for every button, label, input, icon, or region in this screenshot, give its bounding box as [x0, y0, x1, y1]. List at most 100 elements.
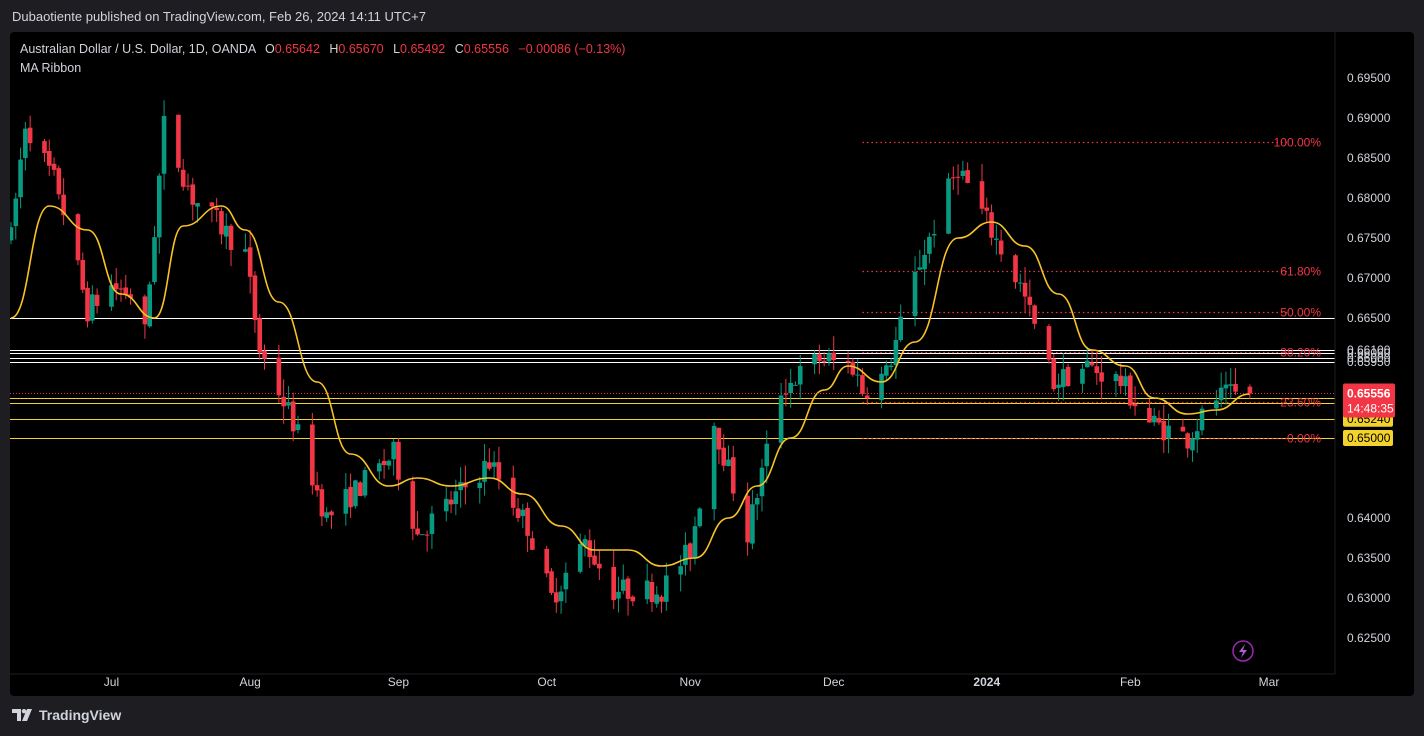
candle-body [391, 441, 396, 460]
price-chart[interactable]: 100.00% 61.80% 50.00% 38.20% 23.60% 0.00% 0.6… [10, 32, 1414, 696]
time-tick-label: Sep [388, 675, 410, 689]
price-tick-label: 0.63500 [1347, 551, 1391, 565]
candle-body [1151, 415, 1157, 423]
candle-body [984, 207, 990, 211]
candle-body [195, 203, 200, 207]
candle-body [826, 353, 832, 362]
candle-body [549, 571, 554, 593]
candle-body [46, 150, 52, 166]
candle-body [180, 169, 186, 187]
candle-body [491, 462, 497, 467]
candle-body [281, 396, 286, 407]
candle-body [362, 470, 368, 496]
candle-body [228, 225, 234, 250]
candle-body [161, 116, 167, 174]
candle-body [257, 318, 263, 353]
candle-body [90, 294, 95, 321]
chart-frame[interactable]: 100.00% 61.80% 50.00% 38.20% 23.60% 0.00% 0.6… [10, 32, 1414, 696]
candle-body [51, 163, 57, 170]
open-value: 0.65642 [274, 42, 320, 56]
candle-body [994, 238, 999, 240]
candle-body [850, 361, 856, 375]
candle-body [864, 395, 870, 399]
candle-body [10, 227, 14, 241]
candle-body [1127, 375, 1133, 406]
candle-body [286, 402, 291, 406]
price-tick-label: 0.69000 [1347, 111, 1391, 125]
time-tick-label: Aug [239, 675, 260, 689]
candle-body [1089, 362, 1095, 366]
candle-body [128, 294, 133, 298]
candle-body [1247, 386, 1253, 394]
ma-ribbon [10, 205, 1250, 567]
candle-body [888, 365, 894, 368]
candle-body [429, 513, 435, 534]
candle-body [664, 575, 669, 602]
candle-body [544, 548, 550, 574]
candle-body [1123, 376, 1128, 387]
candle-body [592, 555, 597, 565]
high-value: 0.65670 [338, 42, 384, 56]
candle-body [223, 225, 229, 237]
candle-body [314, 485, 320, 491]
candle-body [525, 507, 530, 536]
fib-level-label: 23.60% [1280, 396, 1321, 410]
tradingview-logo-text: TradingView [39, 707, 122, 723]
candle-body [348, 486, 353, 508]
candle-body [458, 482, 463, 491]
candle-body [716, 427, 722, 450]
candle-body [1161, 420, 1167, 441]
candle-body [625, 578, 631, 599]
candle-body [209, 202, 215, 207]
price-tick-label: 0.67000 [1347, 271, 1391, 285]
indicator-row: MA Ribbon [20, 59, 625, 78]
indicator-name[interactable]: MA Ribbon [20, 61, 82, 75]
tradingview-brand[interactable]: TradingView [12, 707, 121, 723]
close-value: 0.65556 [463, 42, 509, 56]
candle-body [955, 176, 961, 178]
candle-body [515, 508, 521, 518]
candle-body [946, 178, 951, 234]
level-axis-label: 0.65950 [1347, 355, 1391, 369]
candle-body [1027, 296, 1033, 305]
candle-body [998, 240, 1004, 255]
candle-body [530, 538, 535, 550]
chart-legend: Australian Dollar / U.S. Dollar, 1D, OAN… [20, 40, 625, 78]
candle-body [247, 247, 253, 277]
candle-body [1056, 384, 1061, 388]
candle-body [1223, 384, 1229, 389]
candle-body [1065, 366, 1071, 387]
candle-body [420, 534, 425, 536]
low-value: 0.65492 [400, 42, 446, 56]
current-price-label: 0.65556 [1347, 387, 1391, 401]
candle-body [1156, 417, 1162, 423]
candle-body [812, 353, 817, 365]
candle-body [262, 350, 267, 359]
candle-body [496, 462, 502, 480]
candle-body [927, 236, 932, 254]
symbol-title[interactable]: Australian Dollar / U.S. Dollar, 1D, OAN… [20, 42, 256, 56]
candle-body [319, 489, 325, 517]
candle-body [18, 159, 23, 198]
candle-body [27, 127, 33, 144]
candle-body [1084, 360, 1090, 368]
candle-body [884, 365, 889, 376]
candle-body [295, 424, 301, 431]
candle-body [951, 177, 956, 179]
publisher-info: Dubaotiente published on TradingView.com… [12, 9, 426, 24]
candle-body [80, 260, 86, 290]
candle-body [1013, 255, 1018, 283]
candle-body [616, 591, 621, 599]
candle-body [1180, 426, 1186, 432]
candle-body [1017, 282, 1023, 284]
candles [10, 100, 1253, 616]
lightning-icon[interactable] [1232, 640, 1254, 662]
candle-body [276, 357, 282, 396]
candle-body [1046, 326, 1052, 360]
current-price-tag [1343, 383, 1395, 418]
top-bar: Dubaotiente published on TradingView.com… [0, 0, 1424, 32]
candle-body [357, 482, 363, 497]
candle-body [678, 566, 683, 575]
candle-body [649, 581, 655, 603]
time-tick-label: Jul [104, 675, 119, 689]
